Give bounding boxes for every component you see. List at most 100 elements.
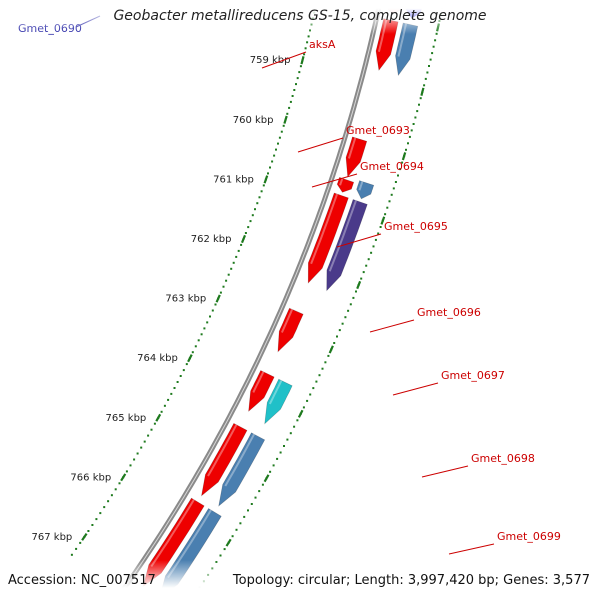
gene-label-aksa[interactable]: aksA (309, 38, 336, 51)
scale-dot (302, 406, 305, 409)
scale-dot (203, 327, 206, 330)
scale-dot (365, 264, 368, 267)
scale-dot (289, 100, 292, 103)
scale-dot (296, 419, 299, 422)
scale-dot (269, 166, 271, 169)
scale-dot (303, 53, 306, 56)
scale-dot (214, 303, 217, 306)
scale-tick-mark (283, 115, 288, 124)
gene-feature-outer[interactable] (264, 378, 293, 425)
scale-dot (431, 52, 434, 55)
scale-dot (176, 381, 179, 383)
scale-dot (276, 457, 279, 460)
gene-feature-highlight (339, 178, 344, 186)
scale-dot (173, 387, 176, 389)
scale-dot (269, 470, 272, 473)
scale-dot (79, 541, 82, 544)
scale-dot (306, 399, 309, 402)
gene-feature-outer[interactable] (356, 180, 375, 200)
scale-dot (194, 345, 197, 348)
scale-dot (428, 65, 430, 67)
scale-tick-label: 762 kbp (191, 234, 232, 245)
scale-dot (419, 97, 422, 100)
scale-dot (202, 580, 205, 583)
gene-label-gmet_0693[interactable]: Gmet_0693 (346, 124, 410, 137)
gene-label-gmet_0697[interactable]: Gmet_0697 (441, 369, 505, 382)
scale-dot (237, 249, 240, 252)
scale-dot (75, 547, 78, 550)
gene-feature-outer[interactable] (218, 432, 266, 507)
scale-dot (219, 291, 222, 294)
gene-feature-outer[interactable] (395, 22, 419, 77)
gene-feature-inner[interactable] (375, 18, 399, 72)
gene-feature-inner[interactable] (277, 307, 304, 353)
gene-feature-highlight (252, 371, 265, 393)
gene-feature-inner[interactable] (201, 422, 248, 497)
gene-label-gmet_0696[interactable]: Gmet_0696 (417, 306, 481, 319)
scale-dot (271, 160, 274, 163)
scale-dot (336, 335, 338, 338)
gene-feature-highlight (358, 181, 364, 191)
scale-dot (282, 124, 285, 127)
gene-feature-highlight (310, 193, 339, 265)
scale-dot (223, 548, 226, 551)
scale-tick-mark (315, 0, 319, 5)
scale-dot (321, 367, 324, 370)
scale-dot (272, 464, 275, 467)
scale-dot (309, 29, 311, 32)
scale-dot (291, 95, 294, 97)
gene-feature-inner[interactable] (307, 192, 349, 284)
scale-tick-mark (240, 234, 247, 244)
scale-dot (412, 123, 415, 125)
scale-tick-mark (436, 23, 440, 32)
scale-dot (91, 524, 94, 526)
scale-dot (200, 333, 203, 336)
scale-dot (362, 271, 365, 274)
scale-dot (258, 490, 261, 493)
scale-dot (347, 309, 350, 312)
scale-dot (315, 380, 318, 383)
scale-dot (293, 89, 296, 91)
scale-dot (254, 208, 256, 211)
scale-dot (231, 535, 234, 538)
scale-tick-mark (215, 294, 221, 303)
scale-tick-mark (81, 532, 88, 541)
gene-feature-inner[interactable] (248, 370, 275, 413)
scale-dot (206, 321, 209, 324)
scale-dot (215, 561, 218, 563)
scale-dot (110, 494, 113, 497)
scale-dot (432, 45, 435, 48)
scale-dot (296, 77, 299, 80)
gene-label-gmet_0699[interactable]: Gmet_0699 (497, 530, 561, 543)
gene-feature-inner[interactable] (345, 136, 368, 178)
scale-dot (410, 129, 413, 132)
scale-dot (153, 422, 156, 425)
scale-dot (232, 261, 235, 264)
scale-dot (338, 329, 341, 332)
scale-dot (341, 322, 344, 325)
scale-dot (191, 351, 194, 354)
gene-feature-outer[interactable] (326, 199, 368, 292)
gene-feature-inner[interactable] (336, 177, 355, 193)
gene-label-gmet_0695[interactable]: Gmet_0695 (384, 220, 448, 233)
scale-dot (160, 410, 163, 413)
scale-dot (267, 172, 269, 175)
map-title: Geobacter metallireducens GS-15, complet… (113, 8, 487, 24)
scale-dot (304, 47, 307, 50)
scale-dot (327, 354, 330, 357)
scale-dot (170, 392, 173, 395)
gene-label-gmet_0694[interactable]: Gmet_0694 (360, 160, 424, 173)
gene-feature-highlight (268, 380, 283, 405)
scale-dot (143, 440, 146, 443)
scale-dot (324, 361, 327, 364)
scale-tick-label: 758 kbp (264, 0, 305, 7)
scale-dot (344, 316, 347, 319)
scale-dot (254, 496, 257, 499)
scale-tick-mark (328, 345, 334, 354)
scale-dot (179, 375, 182, 377)
scale-dot (197, 339, 200, 342)
gene-label-gmet_0698[interactable]: Gmet_0698 (471, 452, 535, 465)
scale-tick-mark (380, 216, 386, 225)
scale-tick-mark (300, 56, 305, 65)
